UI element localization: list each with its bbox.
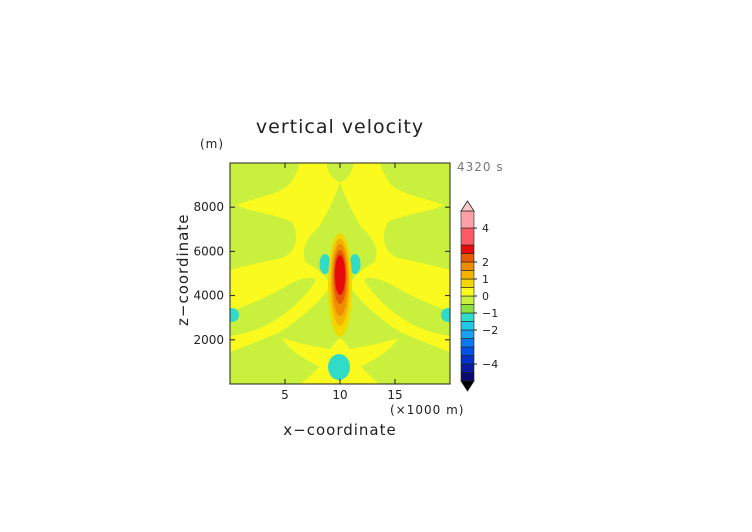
contour-region-upper-left [230, 163, 300, 270]
colorbar-swatch [460, 329, 475, 339]
colorbar-swatch [460, 270, 475, 280]
colorbar-swatch [460, 321, 475, 331]
colorbar: 4 2 1 0 −1 −2 −4 [460, 200, 498, 392]
y-tick-label: 6000 [193, 244, 224, 258]
chart-title: vertical velocity [255, 116, 425, 138]
y-tick-label: 8000 [193, 200, 224, 214]
y-unit-label: (m) [200, 137, 225, 151]
contour-region-core-2.5 [334, 255, 346, 295]
x-tick-label: 5 [281, 388, 289, 402]
colorbar-swatch [460, 346, 475, 356]
contour-region-downdraft-left [319, 254, 331, 274]
contour-region-upper-right [380, 163, 450, 270]
colorbar-swatch [460, 253, 475, 263]
x-axis-label: x−coordinate [283, 421, 397, 439]
colorbar-swatch [460, 372, 475, 382]
colorbar-swatch [460, 295, 475, 305]
colorbar-swatch [460, 210, 475, 229]
time-label: 4320 s [457, 160, 504, 174]
contour-region-lower-left-band [230, 278, 316, 336]
colorbar-swatch [460, 244, 475, 254]
colorbar-tick-label: 2 [482, 256, 489, 269]
contour-field [230, 163, 450, 384]
colorbar-swatch [460, 227, 475, 246]
y-tick-label: 2000 [193, 333, 224, 347]
colorbar-tick-label: 0 [482, 290, 489, 303]
colorbar-swatch [460, 304, 475, 314]
colorbar-tick-label: 1 [482, 273, 489, 286]
y-tick-label: 4000 [193, 289, 224, 303]
contour-region-downdraft-right [349, 254, 361, 274]
colorbar-tick-label: −1 [482, 307, 498, 320]
x-tick-label: 15 [387, 388, 402, 402]
contour-region-downdraft-right-edge [441, 308, 450, 322]
colorbar-tick-label: −4 [482, 358, 498, 371]
colorbar-swatch [460, 338, 475, 348]
colorbar-extend-bottom [460, 380, 475, 392]
colorbar-swatch [460, 287, 475, 297]
colorbar-swatch [460, 355, 475, 365]
x-ticks: 5 10 15 [281, 163, 403, 402]
colorbar-swatch [460, 278, 475, 288]
colorbar-swatch [460, 363, 475, 373]
colorbar-tick-label: −2 [482, 324, 498, 337]
colorbar-tick-label: 4 [482, 222, 489, 235]
contour-region-lower-right-band [364, 278, 450, 336]
y-ticks: 2000 4000 6000 8000 [193, 200, 450, 347]
x-tick-label: 10 [332, 388, 347, 402]
contour-region-top-center [326, 163, 354, 182]
colorbar-swatch [460, 312, 475, 322]
colorbar-swatch [460, 261, 475, 271]
x-unit-label: (×1000 m) [390, 403, 465, 417]
contour-region-downdraft-left-edge [230, 308, 239, 322]
colorbar-extend-top [460, 200, 475, 212]
contour-region-downdraft-bottom [328, 354, 350, 380]
